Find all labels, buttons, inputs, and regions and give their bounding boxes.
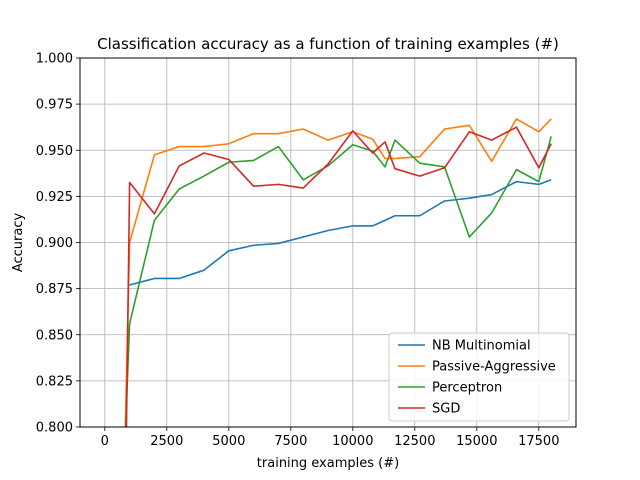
- x-tick-label: 10000: [332, 434, 373, 449]
- x-tick-label: 5000: [212, 434, 245, 449]
- series-layer: [124, 118, 552, 427]
- legend-box: [388, 332, 570, 422]
- x-tick-label: 2500: [150, 434, 183, 449]
- ticks: 0 2500 5000 7500 10000 12500 15000 17500 0.800 0.…: [36, 52, 560, 450]
- legend: NB Multinomial Passive-Aggressive Perceptr…: [388, 332, 570, 422]
- series-line-nb-multinomial: [129, 179, 552, 286]
- x-tick-label: 7500: [274, 434, 307, 449]
- x-tick-label: 15000: [456, 434, 497, 449]
- y-tick-label: 0.800: [36, 421, 73, 436]
- chart-title: Classification accuracy as a function of…: [97, 35, 559, 53]
- y-axis-label: Accuracy: [11, 213, 26, 273]
- y-tick-label: 0.850: [36, 328, 73, 343]
- y-tick-label: 0.900: [36, 236, 73, 251]
- y-tick-label: 1.000: [36, 52, 73, 67]
- y-tick-label: 0.975: [36, 98, 73, 113]
- legend-label: Passive-Aggressive: [432, 360, 556, 375]
- legend-label: Perceptron: [432, 381, 502, 396]
- y-tick-label: 0.950: [36, 144, 73, 159]
- x-tick-label: 17500: [518, 434, 559, 449]
- series-line-perceptron: [124, 136, 552, 427]
- x-axis-label: training examples (#): [257, 456, 399, 471]
- y-tick-label: 0.925: [36, 190, 73, 205]
- y-tick-label: 0.825: [36, 374, 73, 389]
- x-tick-label: 12500: [394, 434, 435, 449]
- y-tick-label: 0.875: [36, 282, 73, 297]
- legend-label: SGD: [432, 402, 460, 417]
- legend-label: NB Multinomial: [432, 339, 531, 354]
- x-tick-label: 0: [101, 434, 109, 449]
- series-line-sgd: [125, 126, 552, 427]
